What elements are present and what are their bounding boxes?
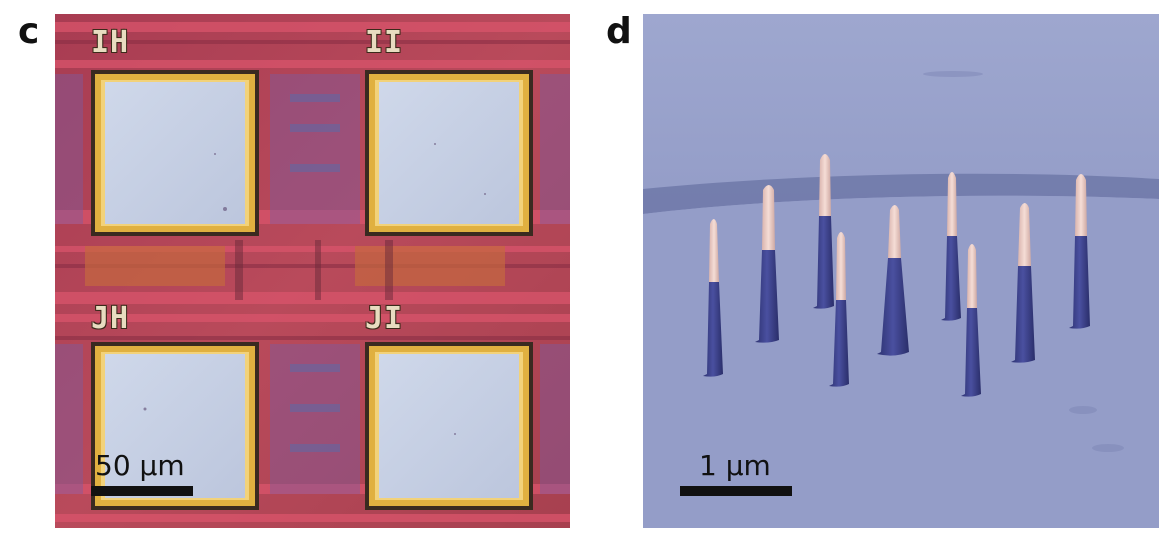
bond-pad-II: [365, 70, 533, 236]
optical-micrograph-image: [55, 14, 570, 528]
pad-label-JH: JH: [91, 301, 130, 336]
scalebar-label-c: 50 µm: [95, 449, 185, 482]
bond-pad-JI: [365, 342, 533, 510]
panel-letter-c: c: [18, 11, 40, 52]
sem-image: [643, 14, 1159, 528]
panel-letter-d: d: [606, 11, 632, 52]
scalebar-label-d: 1 µm: [699, 449, 771, 482]
pad-label-IH: IH: [91, 25, 130, 60]
pad-label-II: II: [365, 25, 404, 60]
bond-pad-IH: [91, 70, 259, 236]
scalebar-c: [91, 486, 193, 496]
optical-micrograph-panel: IH II JH JI 50 µm: [55, 14, 570, 528]
sem-image-panel: 1 µm: [643, 14, 1159, 528]
scalebar-d: [680, 486, 792, 496]
bond-pad-JH: [91, 342, 259, 510]
nanopillar-array: [703, 154, 1090, 397]
pad-label-JI: JI: [365, 301, 404, 336]
